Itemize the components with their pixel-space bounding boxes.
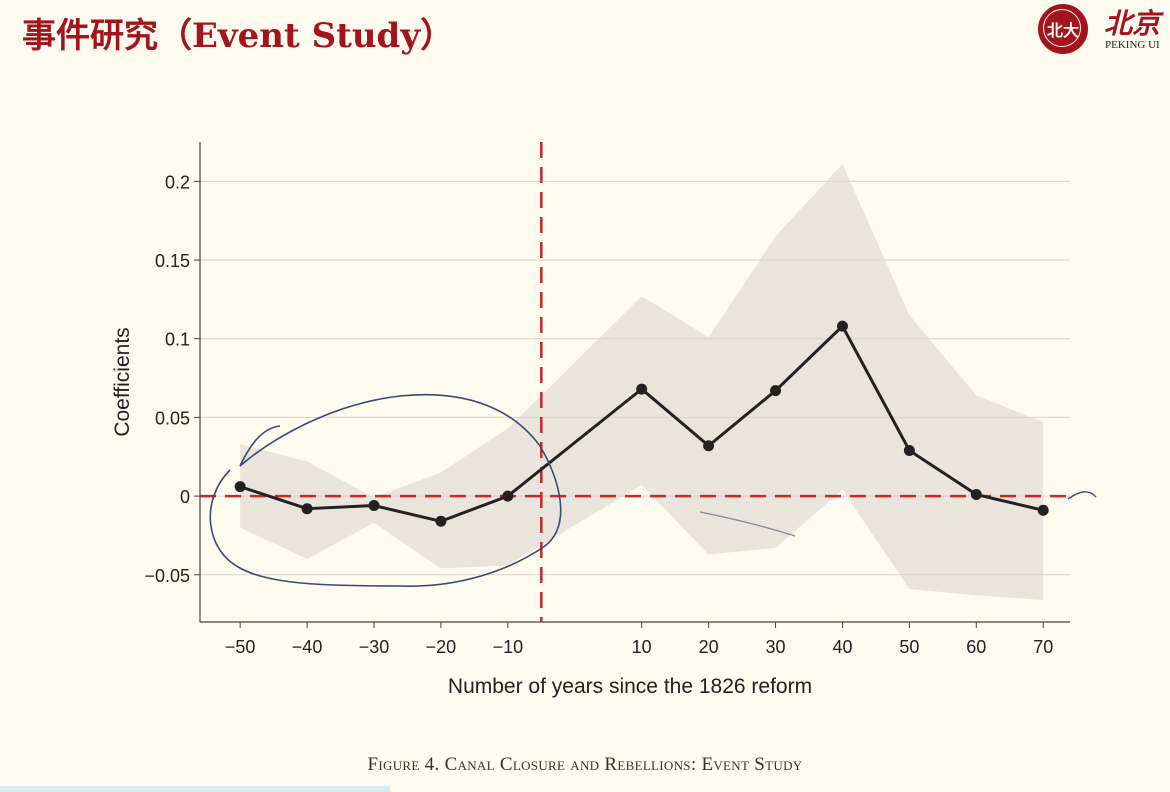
x-tick-label: 60 [966,637,986,657]
x-tick-label: 30 [766,637,786,657]
pen-stroke-annotation [699,511,796,537]
data-point [301,503,313,515]
figure-caption: Figure 4. Canal Closure and Rebellions: … [367,754,803,775]
y-tick-label: 0.15 [155,251,190,271]
data-point [368,500,380,512]
x-tick-label: 70 [1033,637,1053,657]
coefficient-line [239,324,1044,523]
slide-title: 事件研究（Event Study） [22,16,455,56]
x-tick-label: 20 [699,637,719,657]
data-point [903,444,915,456]
data-point [234,481,246,493]
y-tick-label: −0.05 [144,566,190,586]
x-axis-label: Number of years since the 1826 reform [448,675,812,698]
university-seal-icon: 北大 [1038,4,1088,54]
x-tick-label: −30 [359,637,390,657]
data-point [970,489,982,501]
data-point [502,490,514,502]
y-tick-label: 0.1 [165,330,190,350]
logo-text-cn: 北京 [1104,7,1161,40]
y-tick-label: 0.05 [155,408,190,428]
y-tick-label: 0 [180,487,190,507]
y-axis-label: Coefficients [111,327,134,436]
data-point [703,440,715,452]
data-point [636,383,648,395]
data-point [836,320,848,332]
hand-drawn-circle-annotation [209,393,562,587]
x-tick-label: −20 [426,637,457,657]
data-point [435,515,447,527]
y-tick-label: 0.2 [165,172,190,192]
pen-mark-annotation [1067,491,1097,500]
x-tick-label: −10 [493,637,524,657]
x-tick-label: −50 [225,637,256,657]
event-study-chart: −0.05 0 0.05 0.1 0.15 0.2 −50 −40 −30 −20 −10 10 20 3… [111,142,1097,698]
data-point [770,385,782,397]
x-tick-label: 10 [632,637,652,657]
university-logo: 北大 北京 PEKING UI [1036,2,1170,58]
bottom-strip [0,786,390,792]
x-tick-label: 40 [832,637,852,657]
x-tick-label: 50 [899,637,919,657]
logo-text-en: PEKING UI [1105,39,1160,51]
data-point [1037,504,1049,516]
confidence-band [240,164,1044,600]
x-tick-label: −40 [292,637,323,657]
